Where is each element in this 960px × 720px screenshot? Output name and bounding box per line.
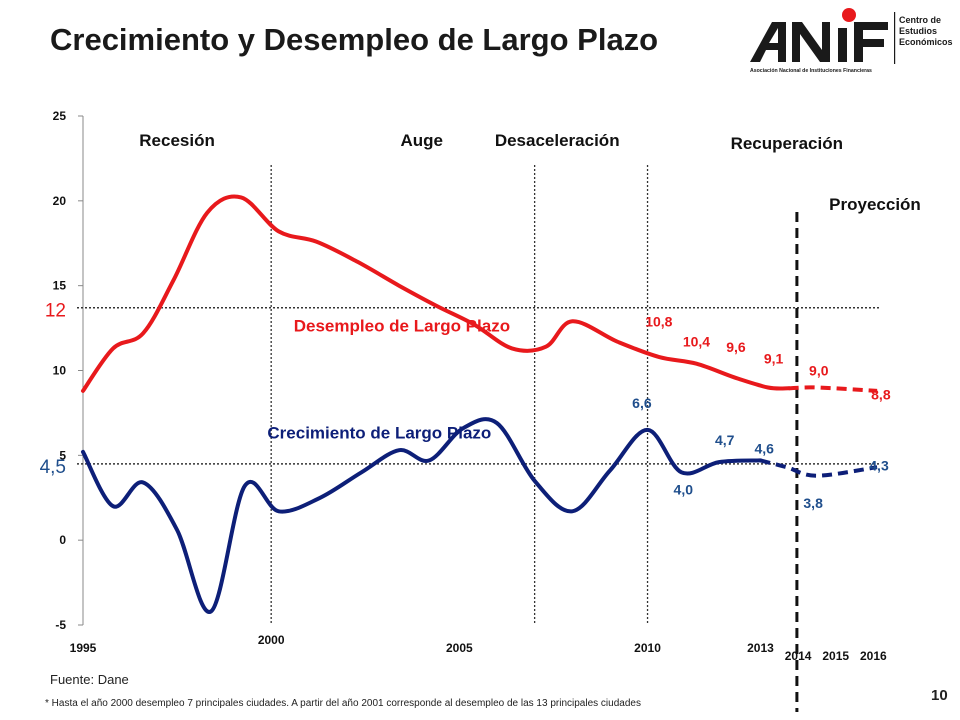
logo-letter-a (750, 22, 786, 62)
crecimiento-data-label: 4,7 (715, 432, 735, 448)
crecimiento-line (81, 417, 763, 614)
projection-label: Proyección (829, 195, 921, 214)
desempleo-data-label: 9,6 (726, 339, 746, 355)
x-tick-label: 2014 (785, 649, 812, 663)
desempleo-projection-line (788, 385, 878, 393)
series-lines (81, 194, 878, 614)
crecimiento-data-label: 3,8 (803, 495, 823, 511)
footnote: * Hasta el año 2000 desempleo 7 principa… (45, 698, 641, 709)
crecimiento-projection-line (759, 458, 878, 478)
anif-logo: Centro de Estudios Económicos Asociación… (750, 8, 953, 74)
x-tick-label: 1995 (70, 641, 97, 655)
crecimiento-data-label: 4,3 (869, 458, 889, 474)
reference-line-label: 12 (45, 301, 66, 322)
phase-label: Auge (400, 131, 443, 150)
desempleo-data-label: 9,1 (764, 351, 784, 367)
crecimiento-data-label: 6,6 (632, 395, 652, 411)
logo-side-line-3: Económicos (899, 37, 953, 47)
reference-line-label: 4,5 (40, 457, 66, 478)
y-tick-label: 25 (53, 109, 67, 123)
desempleo-data-label: 8,8 (871, 386, 891, 402)
desempleo-data-label: 10,8 (645, 313, 672, 329)
desempleo-series-label: Desempleo de Largo Plazo (294, 316, 510, 335)
logo-side-line-2: Estudios (899, 26, 937, 36)
desempleo-line (81, 194, 791, 393)
logo-divider (894, 12, 896, 64)
phase-label: Recesión (139, 131, 215, 150)
y-tick-label: 5 (59, 448, 66, 462)
x-tick-label: 2010 (634, 641, 661, 655)
guide-lines (77, 165, 880, 712)
crecimiento-data-label: 4,0 (674, 481, 694, 497)
logo-letter-i (838, 28, 847, 62)
y-tick-label: 15 (53, 279, 67, 293)
source-note: Fuente: Dane (50, 672, 129, 687)
desempleo-data-label: 10,4 (683, 334, 710, 350)
x-tick-label: 2016 (860, 649, 887, 663)
page-number: 10 (931, 687, 948, 704)
y-tick-label: 0 (59, 533, 66, 547)
logo-letter-n (792, 22, 830, 62)
crecimiento-series-label: Crecimiento de Largo Plazo (267, 423, 491, 442)
y-tick-label: 10 (53, 364, 67, 378)
phase-label: Recuperación (731, 134, 843, 153)
x-tick-label: 2015 (822, 649, 849, 663)
logo-tagline: Asociación Nacional de Instituciones Fin… (750, 68, 872, 74)
x-tick-label: 2013 (747, 641, 774, 655)
phase-label: Desaceleración (495, 131, 620, 150)
chart-labels: 12 4,5 Recesión Auge Desaceleración Recuperac… (40, 131, 921, 511)
axes: -5 0 5 10 15 20 25 1995 2000 2005 2010 2013 2014 2015… (53, 109, 887, 663)
y-tick-label: 20 (53, 194, 67, 208)
crecimiento-data-label: 4,6 (754, 441, 774, 457)
x-tick-label: 2000 (258, 633, 285, 647)
logo-side-line-1: Centro de (899, 15, 941, 25)
y-tick-label: -5 (55, 618, 66, 632)
page-title: Crecimiento y Desempleo de Largo Plazo (50, 22, 659, 57)
logo-letter-f (854, 22, 888, 62)
desempleo-data-label: 9,0 (809, 363, 829, 379)
logo-red-dot (842, 8, 856, 22)
x-tick-label: 2005 (446, 641, 473, 655)
